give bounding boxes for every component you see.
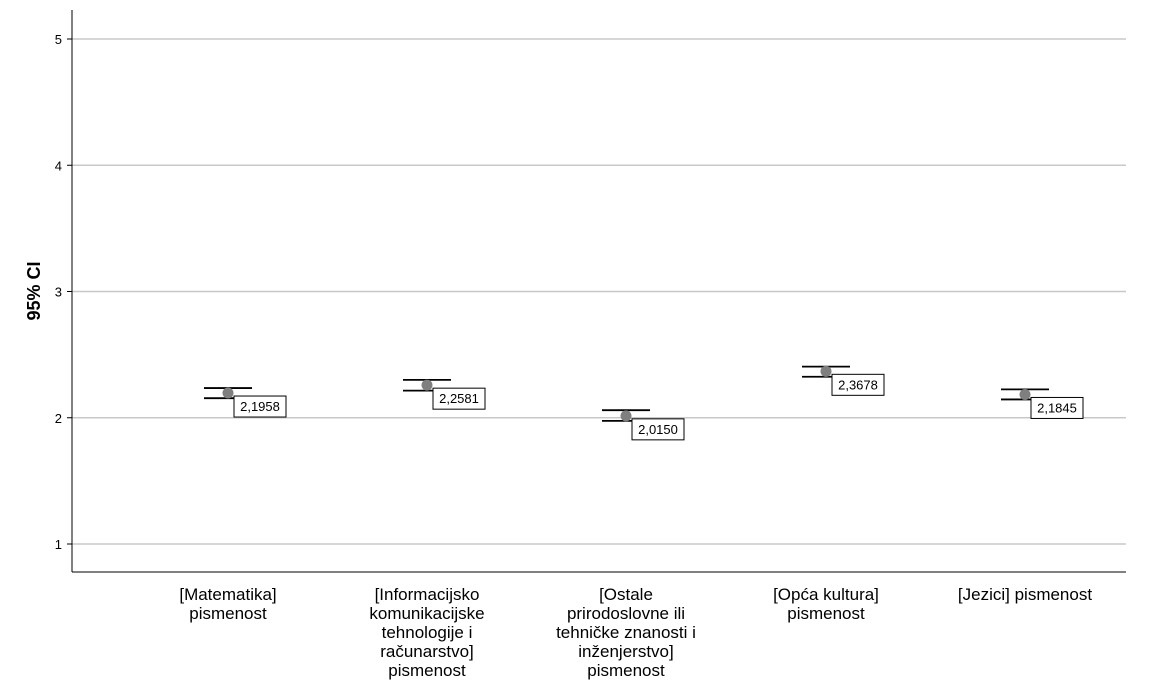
x-tick-label: [Matematika] pismenost	[179, 585, 276, 623]
y-ticks: 1 2 3 4 5	[55, 32, 72, 552]
x-tick-label-line: [Opća kultura]	[773, 585, 879, 604]
y-axis-label: 95% CI	[24, 261, 44, 320]
x-tick-label-line: inženjerstvo]	[578, 642, 673, 661]
x-tick-label-line: prirodoslovne ili	[567, 604, 685, 623]
x-tick-label-line: pismenost	[787, 604, 865, 623]
error-bars: 2,1958 2,2581 2,0150 2,3678 2,1845	[204, 365, 1084, 441]
value-label: 2,1845	[1037, 400, 1077, 415]
x-tick-label: [Informacijsko komunikacijske tehnologije …	[369, 585, 484, 680]
error-bar-group: 2,1958	[204, 387, 287, 418]
x-tick-label-line: pismenost	[388, 661, 466, 680]
value-label-box	[631, 418, 685, 441]
value-label-box	[233, 395, 287, 418]
error-bar-group: 2,3678	[802, 365, 885, 396]
x-tick-label-line: pismenost	[587, 661, 665, 680]
x-tick-label-line: [Ostale	[599, 585, 653, 604]
value-label-box	[432, 387, 486, 410]
mean-point	[620, 410, 632, 422]
x-tick-label-line: računarstvo]	[380, 642, 474, 661]
grid-lines	[72, 38, 1126, 545]
value-label-box	[831, 373, 885, 396]
y-tick-label: 3	[55, 285, 62, 300]
mean-point	[222, 387, 234, 399]
x-tick-label-line: tehničke znanosti i	[556, 623, 696, 642]
x-tick-label: [Ostale prirodoslovne ili tehničke znanost…	[556, 585, 696, 680]
value-label: 2,3678	[838, 377, 878, 392]
value-label: 2,2581	[439, 391, 479, 406]
mean-point	[1019, 388, 1031, 400]
x-ticks: [Matematika] pismenost[Informacijsko komun…	[179, 585, 1092, 680]
x-tick-label-line: tehnologije i	[382, 623, 473, 642]
error-bar-group: 2,0150	[602, 409, 685, 441]
mean-point	[820, 365, 832, 377]
error-bar-group: 2,2581	[403, 378, 486, 410]
value-label: 2,1958	[240, 399, 280, 414]
y-tick-label: 2	[55, 411, 62, 426]
x-tick-label-line: [Jezici] pismenost	[958, 585, 1092, 604]
x-tick-label: [Opća kultura] pismenost	[773, 585, 879, 623]
y-tick-label: 5	[55, 32, 62, 47]
x-tick-label-line: [Informacijsko	[375, 585, 480, 604]
error-bar-group: 2,1845	[1001, 388, 1084, 419]
y-tick-label: 4	[55, 158, 62, 173]
x-tick-label: [Jezici] pismenost	[958, 585, 1092, 604]
x-tick-label-line: pismenost	[189, 604, 267, 623]
mean-point	[421, 379, 433, 391]
x-tick-label-line: komunikacijske	[369, 604, 484, 623]
value-label: 2,0150	[638, 422, 678, 437]
x-tick-label-line: [Matematika]	[179, 585, 276, 604]
value-label-box	[1030, 396, 1084, 419]
y-tick-label: 1	[55, 537, 62, 552]
